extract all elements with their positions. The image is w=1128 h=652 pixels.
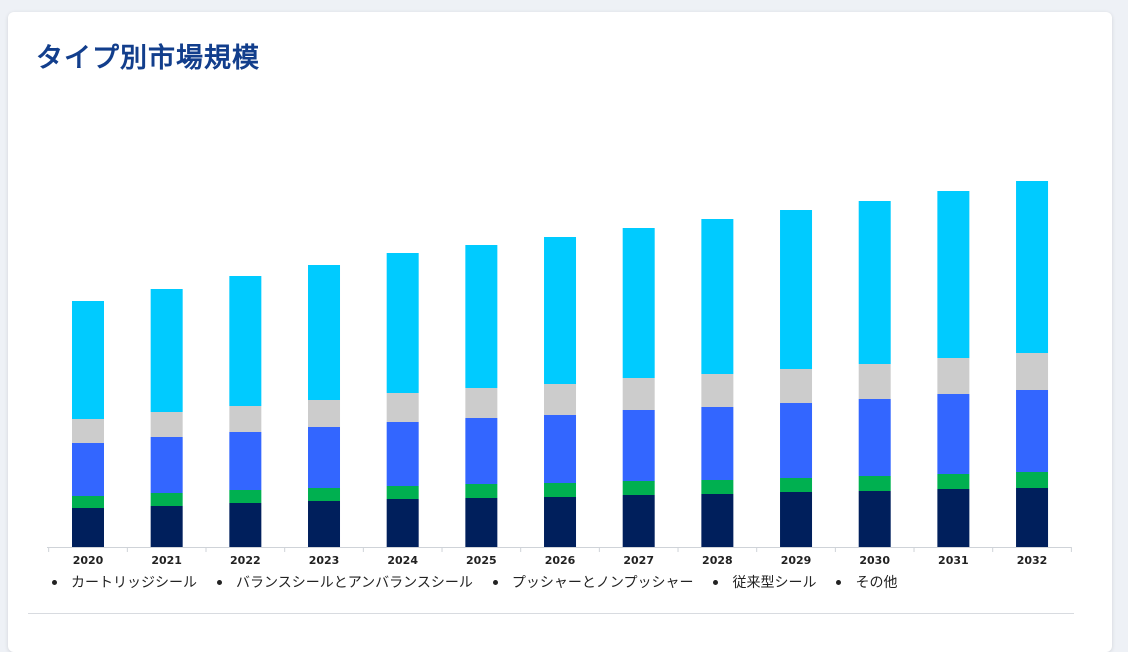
bar-segment-2027-s3	[622, 410, 655, 481]
bar-segment-2024-s5	[386, 253, 419, 393]
bar-segment-2023-s1	[308, 501, 341, 547]
bar-segment-2032-s4	[1016, 353, 1049, 390]
bar-segment-2031-s3	[937, 394, 970, 474]
bar-segment-2030-s2	[858, 476, 891, 491]
x-tick-label-2020: 2020	[73, 554, 104, 567]
x-tick-label-2023: 2023	[309, 554, 340, 567]
bar-segment-2025-s3	[465, 418, 498, 484]
x-tick-label-2032: 2032	[1017, 554, 1048, 567]
legend-label: プッシャーとノンプッシャー	[511, 575, 694, 591]
bar-segment-2025-s1	[465, 498, 498, 547]
bar-segment-2024-s1	[386, 499, 419, 547]
bar-segment-2020-s2	[72, 496, 104, 508]
bar-segment-2030-s3	[858, 399, 891, 476]
x-tick-label-2027: 2027	[623, 554, 654, 567]
page-title: タイプ別市場規模	[36, 43, 260, 74]
x-tick-label-2029: 2029	[781, 554, 812, 567]
bar-segment-2022-s1	[229, 503, 262, 547]
x-tick-label-2021: 2021	[151, 554, 182, 567]
bar-segment-2030-s1	[858, 491, 891, 547]
bar-segment-2025-s5	[465, 245, 498, 388]
bar-segment-2020-s1	[72, 508, 104, 547]
chart-legend: カートリッジシール バランスシールとアンバランスシール プッシャーとノンプッシャー 従…	[52, 572, 897, 592]
bar-segment-2021-s2	[150, 493, 183, 506]
bar-segment-2029-s1	[780, 492, 813, 547]
stacked-bar-chart: 2020 2021 2022 2023 2024 2025 2026 2027 2028 2029…	[47, 181, 1072, 567]
legend-item-5: その他	[836, 572, 897, 592]
bar-segment-2026-s2	[544, 483, 577, 497]
legend-label: 従来型シール	[732, 575, 817, 591]
bar-segment-2027-s2	[622, 481, 655, 495]
bar-segment-2032-s3	[1016, 390, 1049, 472]
legend-item-3: プッシャーとノンプッシャー	[492, 572, 694, 592]
bullet-icon	[713, 579, 719, 585]
x-tick-label-2031: 2031	[938, 554, 969, 567]
bullet-icon	[52, 579, 57, 585]
bar-segment-2031-s1	[937, 489, 970, 547]
bar-segment-2020-s3	[72, 443, 104, 496]
bar-segment-2022-s2	[229, 490, 262, 503]
bar-segment-2023-s3	[308, 427, 341, 488]
bar-segment-2025-s4	[465, 388, 498, 418]
x-tick-label-2025: 2025	[466, 554, 497, 567]
bullet-icon	[217, 579, 222, 585]
bar-segment-2028-s2	[701, 480, 734, 494]
bar-segment-2022-s5	[229, 276, 262, 406]
bar-segment-2032-s1	[1016, 488, 1049, 547]
bar-segment-2025-s2	[465, 484, 498, 498]
bar-segment-2024-s2	[386, 486, 419, 499]
bar-segment-2029-s3	[780, 403, 813, 478]
bar-segment-2031-s2	[937, 474, 970, 489]
bar-segment-2029-s4	[780, 369, 813, 403]
bar-segment-2021-s5	[150, 289, 183, 412]
bar-segment-2027-s1	[622, 495, 655, 547]
legend-label: その他	[855, 575, 898, 591]
bullet-icon	[492, 579, 498, 585]
bar-segment-2027-s4	[622, 378, 655, 410]
bar-segment-2026-s1	[544, 497, 577, 547]
x-tick-label-2030: 2030	[859, 554, 890, 567]
bar-segment-2028-s1	[701, 494, 734, 547]
legend-item-1: カートリッジシール	[52, 572, 197, 592]
bar-segment-2028-s3	[701, 407, 734, 480]
bar-segment-2031-s5	[937, 191, 970, 358]
bar-segment-2024-s4	[386, 393, 419, 422]
bar-segment-2026-s3	[544, 415, 577, 483]
bar-segment-2028-s4	[701, 374, 734, 407]
bar-segment-2028-s5	[701, 219, 734, 374]
bar-segment-2021-s1	[150, 506, 183, 547]
bar-segment-2026-s5	[544, 237, 577, 384]
legend-label: カートリッジシール	[71, 575, 197, 591]
x-tick-label-2024: 2024	[387, 554, 418, 567]
legend-item-2: バランスシールとアンバランスシール	[217, 572, 473, 592]
x-tick-label-2022: 2022	[230, 554, 261, 567]
bar-segment-2024-s3	[386, 422, 419, 486]
bar-segment-2032-s5	[1016, 181, 1049, 353]
bar-segment-2022-s4	[229, 406, 262, 432]
bar-segment-2031-s4	[937, 358, 970, 394]
bar-segment-2032-s2	[1016, 472, 1049, 488]
bar-segment-2023-s5	[308, 265, 341, 400]
legend-item-4: 従来型シール	[713, 572, 816, 592]
bar-segment-2021-s3	[150, 437, 183, 493]
bar-segment-2029-s5	[780, 210, 813, 369]
x-tick-label-2026: 2026	[545, 554, 576, 567]
bar-segment-2027-s5	[622, 228, 655, 378]
divider	[28, 613, 1074, 614]
bar-segment-2030-s4	[858, 364, 891, 399]
bar-segment-2020-s5	[72, 301, 104, 419]
bar-segment-2026-s4	[544, 384, 577, 415]
bar-segment-2022-s3	[229, 432, 262, 490]
bar-segment-2023-s2	[308, 488, 341, 501]
x-tick-label-2028: 2028	[702, 554, 733, 567]
bar-segment-2023-s4	[308, 400, 341, 427]
bar-segment-2020-s4	[72, 419, 104, 443]
legend-label: バランスシールとアンバランスシール	[236, 575, 473, 591]
bar-segment-2021-s4	[150, 412, 183, 437]
bar-segment-2029-s2	[780, 478, 813, 492]
bar-segment-2030-s5	[858, 201, 891, 364]
bullet-icon	[836, 579, 842, 585]
